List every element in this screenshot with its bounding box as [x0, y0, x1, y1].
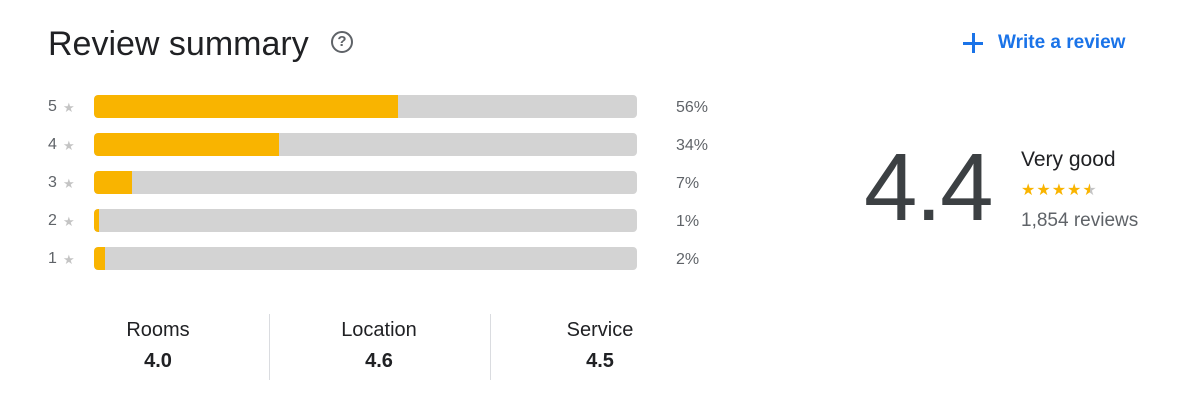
rating-bar-fill	[94, 95, 399, 118]
rating-bar-fill	[94, 171, 132, 194]
row-star-number: 2	[48, 212, 57, 229]
star-icon: ★	[63, 176, 75, 191]
row-star-number: 3	[48, 174, 57, 191]
rating-row-4[interactable]: 4 ★ 34%	[48, 132, 718, 158]
star-icon: ★	[63, 214, 75, 229]
rating-bar-track	[94, 95, 637, 118]
write-review-button[interactable]: Write a review	[962, 26, 1125, 60]
row-star-number: 1	[48, 250, 57, 267]
rating-bar-track	[94, 133, 637, 156]
rating-bar-fill	[94, 133, 279, 156]
row-percent: 2%	[676, 251, 700, 268]
row-star-number: 5	[48, 98, 57, 115]
rating-row-1[interactable]: 1 ★ 2%	[48, 246, 718, 272]
row-percent: 7%	[676, 175, 700, 192]
rating-bar-track	[94, 209, 637, 232]
star-icon: ★	[1021, 182, 1037, 199]
row-percent: 1%	[676, 213, 700, 230]
star-rating: ★★★★★	[1021, 182, 1098, 200]
plus-icon	[962, 32, 984, 54]
aspect-service[interactable]: Service 4.5	[490, 316, 710, 376]
aspect-location[interactable]: Location 4.6	[269, 316, 489, 376]
star-icon: ★	[1051, 182, 1068, 199]
divider	[269, 314, 270, 380]
rating-bar-track	[94, 247, 637, 270]
page-title: Review summary	[48, 25, 309, 63]
row-star-number: 4	[48, 136, 57, 153]
star-icon: ★	[63, 252, 75, 267]
aspect-name: Service	[566, 319, 634, 341]
row-percent: 56%	[676, 99, 709, 116]
aspect-rooms[interactable]: Rooms 4.0	[48, 316, 268, 376]
star-icon: ★	[1036, 182, 1052, 199]
aspect-value: 4.6	[365, 350, 393, 372]
half-star-icon: ★	[1082, 182, 1098, 199]
rating-bar-fill	[94, 247, 105, 270]
write-review-label: Write a review	[998, 32, 1126, 53]
aspect-name: Rooms	[126, 319, 190, 341]
rating-bar-track	[94, 171, 637, 194]
review-count[interactable]: 1,854 reviews	[1021, 210, 1139, 231]
aspect-value: 4.0	[144, 350, 172, 372]
row-percent: 34%	[676, 137, 709, 154]
rating-row-5[interactable]: 5 ★ 56%	[48, 94, 718, 120]
star-icon: ★	[63, 138, 75, 153]
rating-bar-fill	[94, 209, 100, 232]
aspect-value: 4.5	[586, 350, 614, 372]
rating-verdict: Very good	[1021, 148, 1116, 171]
star-icon: ★	[63, 100, 75, 115]
overall-score: 4.4	[864, 134, 993, 241]
help-icon[interactable]: ?	[331, 31, 353, 53]
rating-row-2[interactable]: 2 ★ 1%	[48, 208, 718, 234]
rating-row-3[interactable]: 3 ★ 7%	[48, 170, 718, 196]
star-icon: ★	[1067, 182, 1083, 199]
divider	[490, 314, 491, 380]
aspect-name: Location	[341, 319, 417, 341]
